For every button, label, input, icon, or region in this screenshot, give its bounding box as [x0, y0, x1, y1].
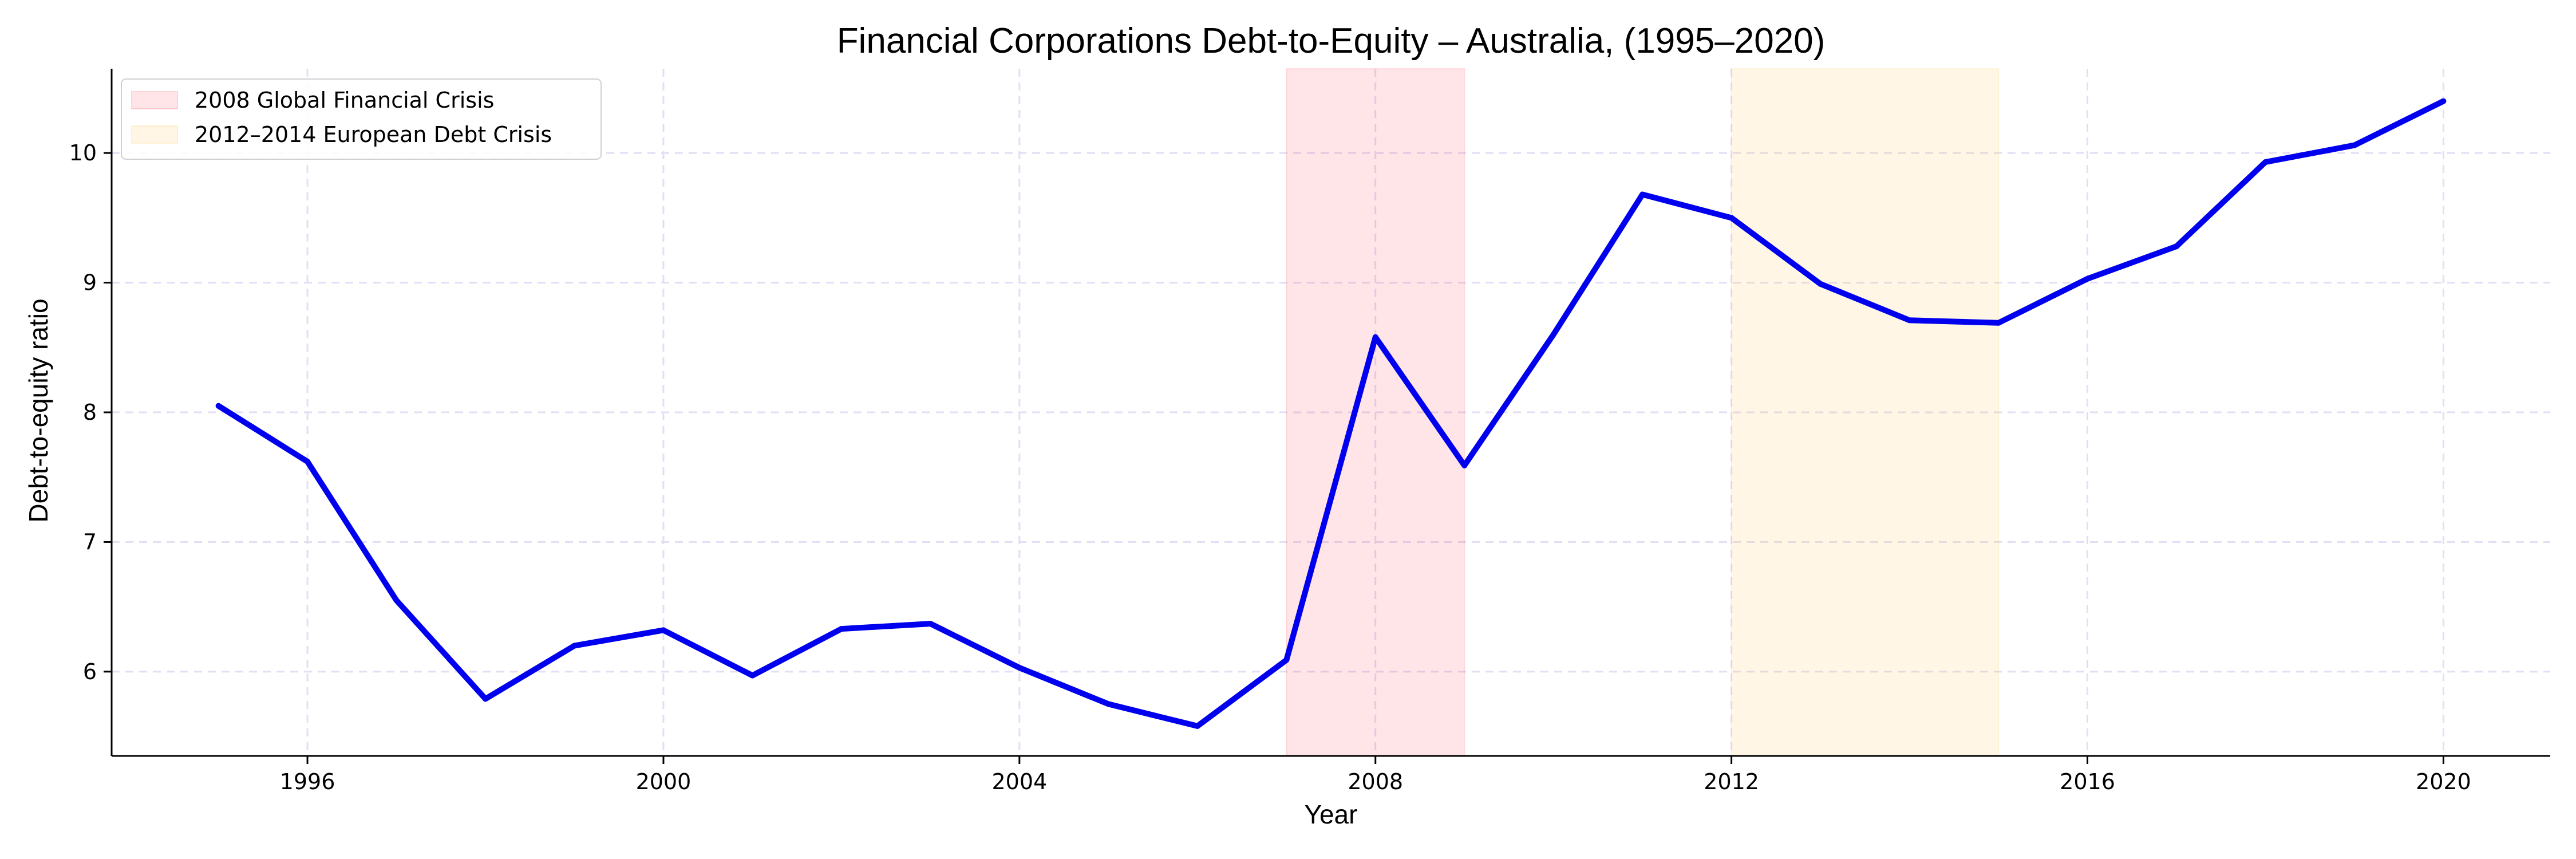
x-tick-label: 2004 — [991, 769, 1047, 794]
legend-entry: 2012–2014 European Debt Crisis — [195, 122, 552, 147]
legend: 2008 Global Financial Crisis 2012–2014 Eu… — [121, 78, 602, 160]
data-point — [2084, 275, 2091, 282]
data-point — [305, 459, 311, 465]
x-tick-label: 2012 — [1704, 769, 1759, 794]
y-tick-label: 7 — [83, 529, 97, 554]
data-point — [838, 626, 844, 632]
legend-swatch — [131, 125, 178, 144]
data-point — [482, 696, 488, 702]
legend-entry: 2008 Global Financial Crisis — [195, 88, 494, 113]
x-axis-label: Year — [1305, 799, 1358, 829]
data-point — [2440, 98, 2447, 104]
chart-title: Financial Corporations Debt-to-Equity – … — [837, 21, 1826, 61]
x-tick-label: 2008 — [1348, 769, 1403, 794]
series-line — [216, 98, 2445, 729]
data-point — [215, 403, 222, 409]
data-point — [1105, 701, 1112, 707]
y-tick-label: 10 — [69, 140, 97, 166]
y-tick-label: 8 — [83, 400, 97, 425]
x-tick-label: 2000 — [636, 769, 692, 794]
x-tick-label: 2020 — [2416, 769, 2471, 794]
data-point — [393, 597, 400, 604]
data-point — [1461, 462, 1468, 468]
x-tick-label: 2016 — [2060, 769, 2115, 794]
data-point — [1283, 657, 1290, 663]
shaded-region-1 — [1286, 68, 1465, 756]
axes — [104, 69, 2550, 764]
shaded-regions — [1286, 68, 2000, 756]
data-point — [1818, 281, 1824, 287]
data-point — [571, 643, 578, 649]
y-tick-label: 6 — [83, 659, 97, 684]
data-point — [1906, 317, 1913, 324]
data-point — [749, 672, 756, 679]
legend-swatch — [131, 91, 178, 109]
series-layer — [215, 98, 2447, 729]
data-point — [1639, 191, 1646, 198]
data-point — [2174, 243, 2180, 250]
data-point — [2351, 142, 2357, 148]
x-tick-label: 1996 — [280, 769, 335, 794]
data-point — [1996, 320, 2002, 326]
data-point — [1372, 334, 1378, 340]
data-point — [1550, 332, 1556, 338]
data-point — [927, 621, 934, 627]
y-tick-label: 9 — [83, 270, 97, 295]
data-point — [2262, 159, 2269, 166]
tick-labels: 1996 2000 2004 2008 2012 2016 2020 6 7 8 9 10 — [69, 140, 2471, 794]
data-point — [1016, 665, 1022, 671]
data-point — [1194, 723, 1200, 729]
data-point — [660, 627, 666, 633]
shaded-region-2 — [1730, 68, 2000, 756]
data-point — [1728, 215, 1735, 221]
legend-box — [121, 78, 602, 160]
y-axis-label: Debt-to-equity ratio — [23, 298, 53, 522]
